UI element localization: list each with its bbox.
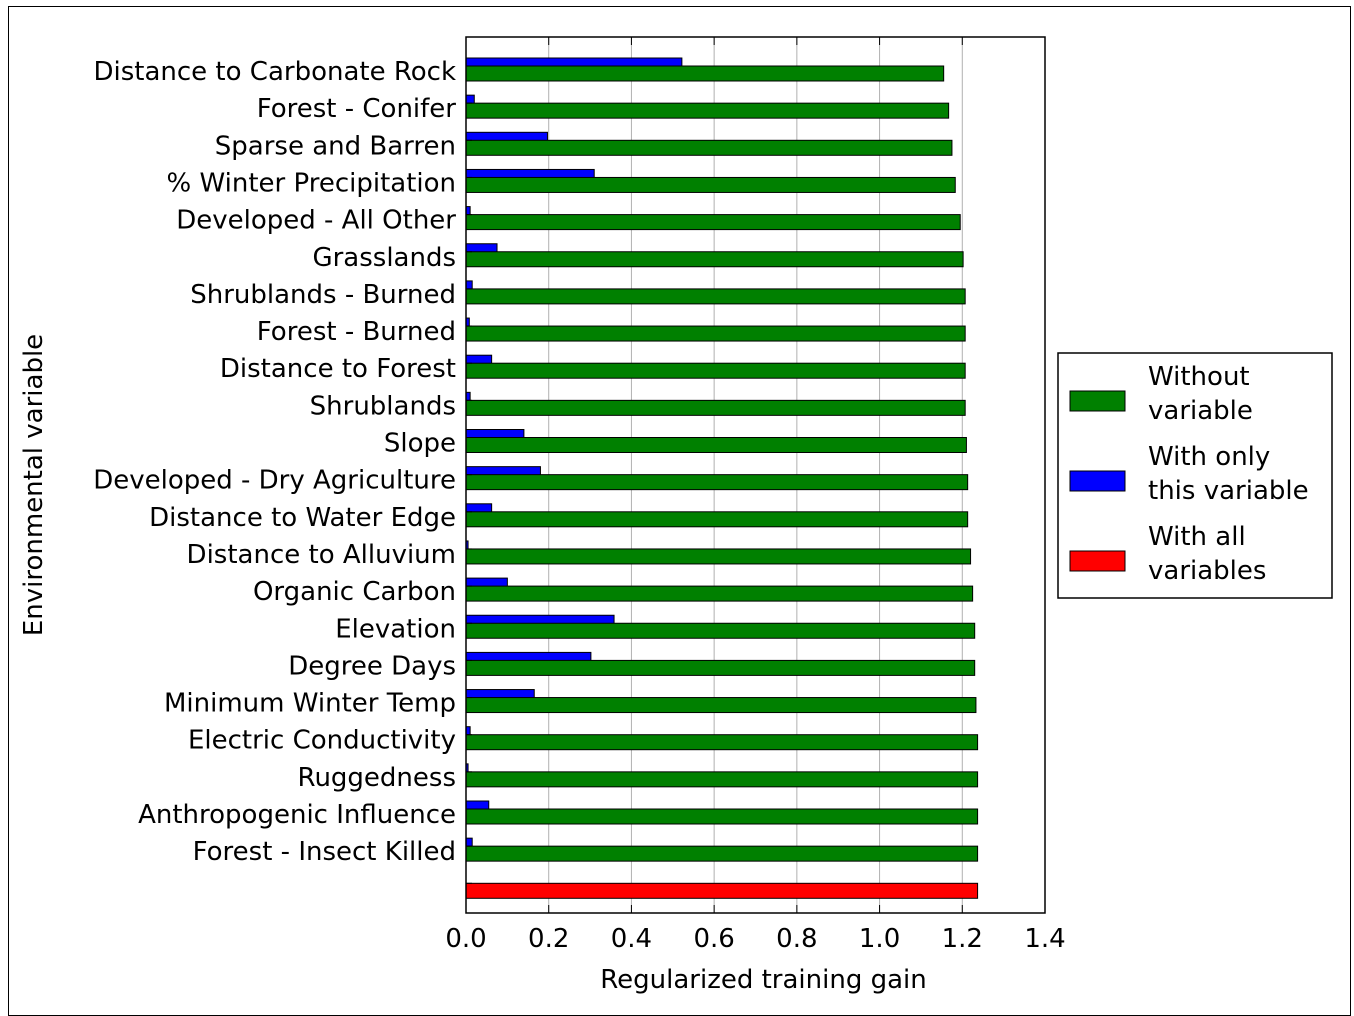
- legend-label: With all: [1148, 522, 1246, 552]
- category-label: Shrublands: [310, 391, 456, 421]
- category-label: Organic Carbon: [253, 577, 456, 607]
- bar-without-5: [465, 251, 964, 268]
- legend-label: this variable: [1148, 476, 1309, 506]
- category-label: Sparse and Barren: [215, 131, 456, 161]
- category-label: % Winter Precipitation: [167, 168, 456, 198]
- legend-label: variables: [1148, 556, 1266, 586]
- bar-without-12: [465, 511, 969, 528]
- category-label: Forest - Insect Killed: [193, 837, 456, 867]
- bar-without-9: [465, 399, 966, 416]
- y-axis-title: Environmental variable: [19, 334, 49, 636]
- bar-without-18: [465, 734, 979, 751]
- bar-without-13: [465, 548, 972, 565]
- x-tick-label: 0.0: [445, 924, 486, 954]
- category-label: Degree Days: [288, 651, 456, 681]
- x-tick-label: 0.4: [611, 924, 652, 954]
- category-label: Forest - Conifer: [257, 94, 457, 124]
- bar-without-15: [465, 622, 976, 639]
- category-label: Developed - Dry Agriculture: [93, 466, 456, 496]
- category-label: Distance to Water Edge: [149, 503, 456, 533]
- bar-with-all: [465, 882, 979, 899]
- bar-without-14: [465, 585, 974, 602]
- bar-without-6: [465, 288, 966, 305]
- bar-without-11: [465, 474, 969, 491]
- bar-without-3: [465, 176, 956, 193]
- category-label: Anthropogenic Influence: [138, 800, 456, 830]
- x-tick-label: 0.6: [693, 924, 734, 954]
- x-tick-label: 0.2: [528, 924, 569, 954]
- bar-without-20: [465, 808, 979, 825]
- bar-without-16: [465, 659, 976, 676]
- category-label: Minimum Winter Temp: [164, 689, 456, 719]
- legend-swatch-2: [1069, 550, 1126, 572]
- category-label: Ruggedness: [298, 763, 456, 793]
- legend-label: With only: [1148, 442, 1270, 472]
- category-label: Grasslands: [312, 243, 456, 273]
- x-tick-label: 0.8: [776, 924, 817, 954]
- bar-without-4: [465, 214, 961, 231]
- category-label: Developed - All Other: [176, 206, 456, 236]
- bar-without-2: [465, 139, 953, 156]
- category-label: Electric Conductivity: [188, 726, 456, 756]
- bar-without-19: [465, 771, 979, 788]
- bar-without-21: [465, 845, 979, 862]
- x-axis-title: Regularized training gain: [600, 965, 927, 995]
- category-label: Shrublands - Burned: [190, 280, 456, 310]
- bar-without-17: [465, 697, 977, 714]
- bar-without-7: [465, 325, 966, 342]
- legend-swatch-1: [1069, 470, 1126, 492]
- category-label: Elevation: [335, 614, 456, 644]
- category-label: Distance to Alluvium: [187, 540, 456, 570]
- x-tick-label: 1.2: [942, 924, 983, 954]
- x-tick-label: 1.0: [859, 924, 900, 954]
- bar-without-0: [465, 65, 945, 82]
- category-label: Slope: [384, 429, 456, 459]
- bar-without-1: [465, 102, 950, 119]
- category-label: Distance to Forest: [220, 354, 456, 384]
- bar-without-10: [465, 437, 967, 453]
- legend-label: variable: [1148, 396, 1253, 426]
- bar-without-8: [465, 362, 966, 379]
- x-tick-label: 1.4: [1024, 924, 1065, 954]
- category-label: Forest - Burned: [257, 317, 456, 347]
- category-label: Distance to Carbonate Rock: [93, 57, 456, 87]
- legend-label: Without: [1148, 362, 1250, 392]
- legend-swatch-0: [1069, 390, 1126, 412]
